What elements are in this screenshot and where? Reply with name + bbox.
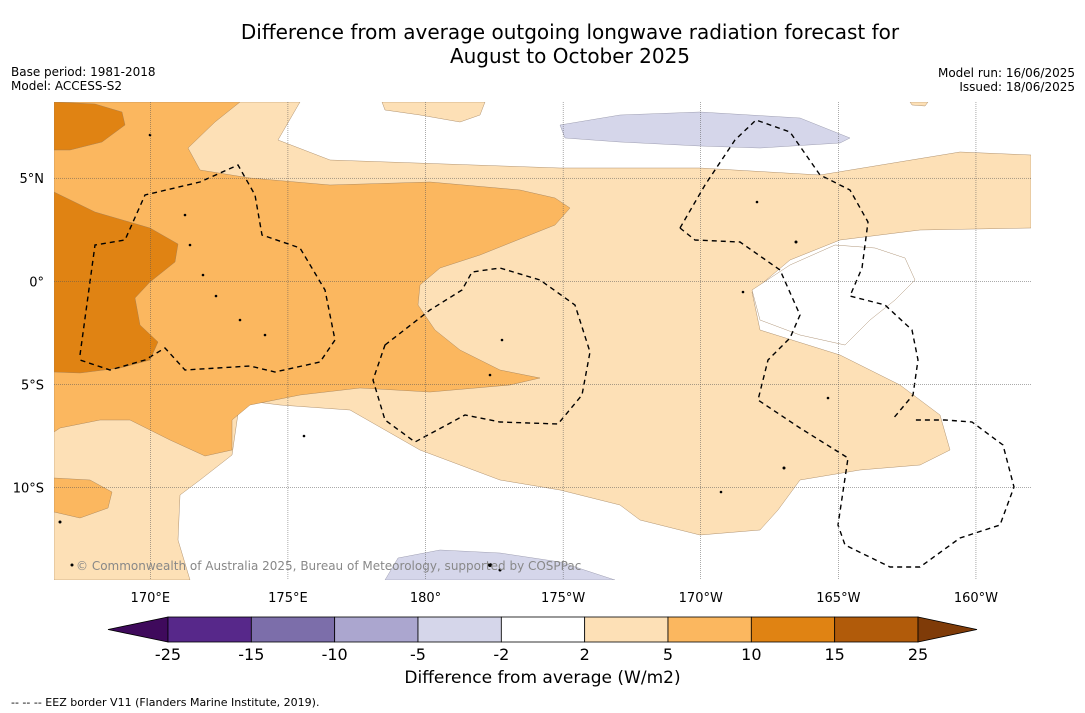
- island: [148, 133, 152, 137]
- longitude-tick-label: 170°E: [131, 591, 171, 606]
- colorbar-tick-label: 2: [580, 645, 590, 664]
- colorbar-tick-label: -15: [238, 645, 264, 664]
- latitude-tick-label: 5°N: [20, 172, 45, 187]
- colorbar-tick-label: -2: [493, 645, 509, 664]
- near-average-hole: [751, 244, 916, 346]
- latitude-tick-label: 5°S: [21, 378, 44, 393]
- island: [238, 318, 242, 322]
- anomaly-5-to-10-patch-south: [54, 477, 113, 519]
- island: [58, 520, 62, 524]
- copyright-notice: © Commonwealth of Australia 2025, Bureau…: [76, 559, 581, 573]
- island-markers: [58, 133, 830, 572]
- longitude-labels: 170°E175°E180°175°W170°W165°W160°W155°W1…: [131, 591, 999, 606]
- colorbar-tick-label: -5: [410, 645, 426, 664]
- model-name: Model: ACCESS-S2: [11, 79, 123, 93]
- island: [70, 563, 74, 567]
- island: [488, 563, 492, 567]
- longitude-tick-label: 180°: [410, 591, 441, 606]
- longitude-tick-label: 160°W: [954, 591, 998, 606]
- colorbar-extend-low: [107, 616, 169, 643]
- island: [741, 290, 745, 294]
- anomaly-minus-2-to-minus-5-south: [384, 549, 616, 580]
- island: [488, 373, 492, 377]
- latitude-tick-label: 0°: [29, 275, 44, 290]
- island: [719, 490, 723, 494]
- island: [500, 338, 504, 342]
- graticule: [54, 102, 1031, 580]
- chart-title: Difference from average outgoing longwav…: [0, 20, 1085, 68]
- island: [188, 243, 192, 247]
- eez-border-kiribati-west: [79, 164, 336, 373]
- anomaly-10-to-15-region-equator: [54, 191, 179, 374]
- longitude-tick-label: 170°W: [679, 591, 723, 606]
- colorbar-segment: [334, 616, 419, 643]
- colorbar-label: Difference from average (W/m2): [404, 668, 681, 688]
- island: [201, 273, 205, 277]
- eez-borders: [79, 119, 1015, 568]
- island: [183, 213, 187, 217]
- colorbar-segment: [584, 616, 669, 643]
- longitude-tick-label: 165°W: [816, 591, 860, 606]
- run-info: Model run: 16/06/2025 Issued: 18/06/2025: [938, 66, 1075, 94]
- island: [794, 240, 798, 244]
- eez-border-line-islands-south: [679, 227, 1015, 568]
- longitude-tick-label: 175°E: [268, 591, 308, 606]
- longitude-tick-label: 175°W: [541, 591, 585, 606]
- eez-border-line-islands: [679, 119, 919, 421]
- anomaly-minus-2-to-minus-5-north: [559, 111, 851, 149]
- anomaly-10-to-15-region-west: [54, 102, 126, 151]
- island: [826, 396, 830, 400]
- eez-border-phoenix: [372, 267, 591, 443]
- colorbar-tick-label: -25: [155, 645, 181, 664]
- colorbar-segment: [250, 616, 336, 643]
- colorbar-extend-high: [917, 616, 978, 643]
- latitude-tick-label: 10°S: [13, 481, 44, 496]
- title-line-1: Difference from average outgoing longwav…: [240, 20, 900, 44]
- colorbar-segment: [834, 616, 919, 643]
- island: [782, 466, 786, 470]
- latitude-labels: 5°N 0° 5°S 10°S: [13, 172, 44, 496]
- island: [302, 434, 306, 438]
- model-run: Model run: 16/06/2025: [937, 66, 1075, 80]
- colorbar-tick-label: 10: [741, 645, 761, 664]
- colorbar-segment: [500, 616, 586, 643]
- colorbar-segment: [167, 616, 252, 643]
- issued-date: Issued: 18/06/2025: [959, 80, 1075, 94]
- map-field: [54, 102, 1031, 580]
- colorbar-segment: [667, 616, 752, 643]
- island: [263, 333, 267, 337]
- eez-legend-note: -- -- -- EEZ border V11 (Flanders Marine…: [11, 696, 320, 709]
- colorbar-segment: [750, 616, 836, 643]
- anomaly-2-to-5-patch-north: [381, 102, 486, 123]
- island: [498, 568, 502, 572]
- anomaly-2-to-5-patch-ne: [909, 102, 929, 107]
- model-info: Base period: 1981-2018 Model: ACCESS-S2: [11, 65, 156, 93]
- base-period: Base period: 1981-2018: [11, 65, 156, 79]
- colorbar-tick-label: -10: [322, 645, 348, 664]
- title-line-2: August to October 2025: [449, 44, 691, 68]
- colorbar-tick-label: 15: [824, 645, 844, 664]
- island: [214, 294, 218, 298]
- colorbar-segment: [417, 616, 502, 643]
- colorbar: -25 -15 -10 -5 -2 2 5 10 15 25: [107, 616, 978, 664]
- island: [755, 200, 759, 204]
- colorbar-tick-label: 25: [908, 645, 928, 664]
- colorbar-tick-label: 5: [663, 645, 673, 664]
